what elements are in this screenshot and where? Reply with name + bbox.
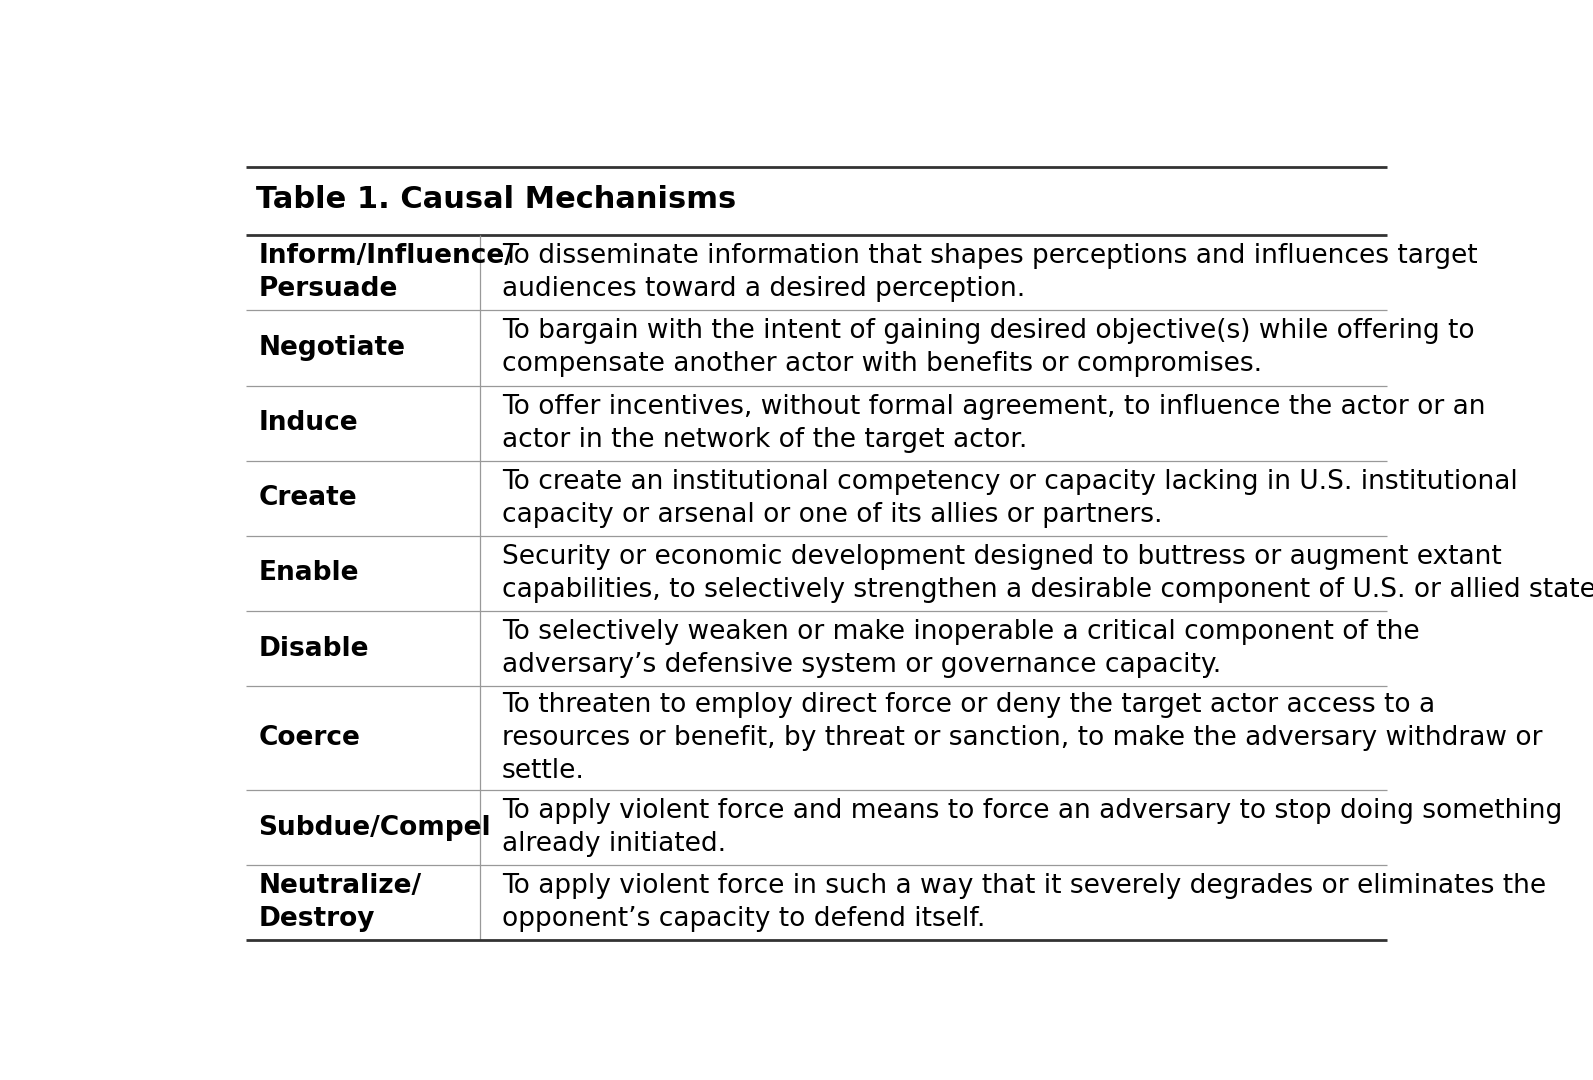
Text: Inform/Influence/
Persuade: Inform/Influence/ Persuade — [258, 243, 515, 302]
Text: Induce: Induce — [258, 410, 358, 436]
Text: Subdue/Compel: Subdue/Compel — [258, 814, 491, 840]
Text: To create an institutional competency or capacity lacking in U.S. institutional
: To create an institutional competency or… — [502, 469, 1518, 528]
Text: To bargain with the intent of gaining desired objective(s) while offering to
com: To bargain with the intent of gaining de… — [502, 319, 1475, 378]
Text: Coerce: Coerce — [258, 725, 360, 752]
Text: Create: Create — [258, 485, 357, 511]
Text: To apply violent force in such a way that it severely degrades or eliminates the: To apply violent force in such a way tha… — [502, 874, 1547, 932]
Text: To apply violent force and means to force an adversary to stop doing something
a: To apply violent force and means to forc… — [502, 798, 1563, 858]
Text: Negotiate: Negotiate — [258, 335, 405, 361]
Text: Table 1. Causal Mechanisms: Table 1. Causal Mechanisms — [256, 186, 736, 214]
Text: Disable: Disable — [258, 636, 370, 662]
Text: Enable: Enable — [258, 561, 358, 586]
Text: To selectively weaken or make inoperable a critical component of the
adversary’s: To selectively weaken or make inoperable… — [502, 619, 1419, 678]
Text: To disseminate information that shapes perceptions and influences target
audienc: To disseminate information that shapes p… — [502, 243, 1478, 302]
Text: To offer incentives, without formal agreement, to influence the actor or an
acto: To offer incentives, without formal agre… — [502, 393, 1486, 453]
Text: Security or economic development designed to buttress or augment extant
capabili: Security or economic development designe… — [502, 544, 1593, 603]
Text: Neutralize/
Destroy: Neutralize/ Destroy — [258, 874, 422, 932]
Text: To threaten to employ direct force or deny the target actor access to a
resource: To threaten to employ direct force or de… — [502, 692, 1542, 784]
